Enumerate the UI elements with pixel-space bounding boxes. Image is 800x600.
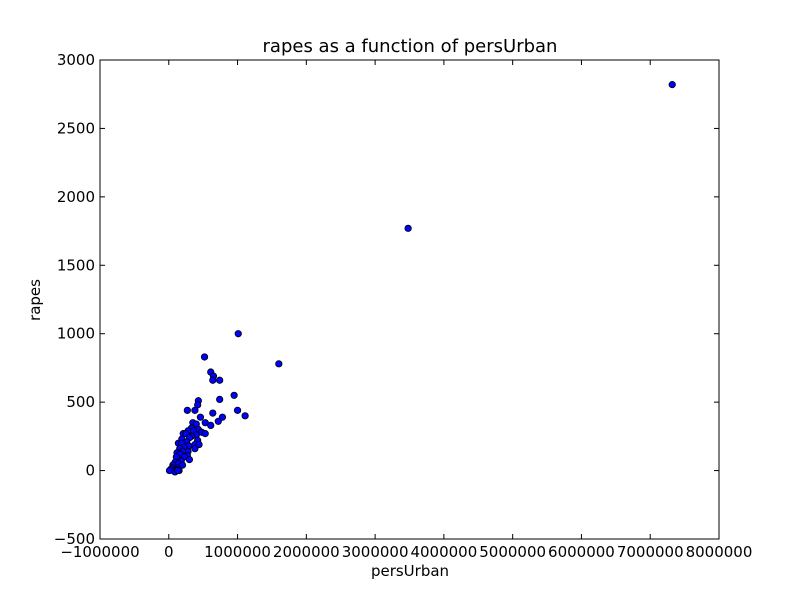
x-tick-label: 1000000 [204, 543, 271, 561]
scatter-point [216, 376, 224, 384]
y-tick-label: −500 [54, 530, 95, 548]
scatter-point [404, 224, 412, 232]
y-tick-label: 500 [66, 393, 95, 411]
x-tick-label: 7000000 [617, 543, 684, 561]
scatter-point [214, 417, 222, 425]
scatter-point [185, 456, 194, 464]
x-axis-label: persUrban [371, 562, 449, 580]
y-tick-label: 1000 [57, 325, 95, 343]
x-tick-label: 8000000 [686, 543, 753, 561]
y-tick-label: 2000 [57, 188, 95, 206]
y-tick-label: 3000 [57, 51, 95, 69]
chart-title: rapes as a function of persUrban [263, 36, 558, 57]
y-axis: −500 0 500 1000 1500 2000 2500 3000 [54, 51, 719, 548]
scatter-point [207, 421, 215, 430]
y-tick-label: 2500 [57, 119, 95, 137]
scatter-point [201, 430, 209, 438]
y-tick-label: 0 [85, 462, 95, 480]
plot-area [99, 59, 720, 540]
scatter-point [241, 412, 249, 420]
scatter-point [209, 409, 217, 417]
y-tick-label: 1500 [57, 256, 95, 274]
scatter-point [174, 466, 182, 475]
x-tick-label: −1000000 [60, 543, 139, 561]
scatter-point [183, 406, 191, 414]
scatter-point [668, 81, 676, 89]
scatter-point [191, 406, 199, 414]
scatter-point [275, 360, 283, 368]
y-axis-label: rapes [26, 279, 44, 321]
scatter-point [234, 330, 242, 338]
x-tick-label: 6000000 [548, 543, 615, 561]
x-axis: −1000000 0 1000000 2000000 3000000 4000000 500… [60, 60, 752, 561]
scatter-point [216, 395, 224, 404]
scatter-point [233, 406, 242, 414]
data-points [165, 81, 676, 476]
x-tick-label: 2000000 [273, 543, 340, 561]
scatter-point [191, 445, 199, 453]
scatter-point [200, 353, 209, 361]
x-tick-label: 3000000 [342, 543, 409, 561]
scatter-point [230, 391, 238, 399]
scatter-point [196, 413, 205, 421]
x-tick-label: 0 [164, 543, 174, 561]
x-tick-label: 5000000 [479, 543, 546, 561]
x-tick-label: 4000000 [410, 543, 477, 561]
scatter-point [209, 376, 217, 384]
